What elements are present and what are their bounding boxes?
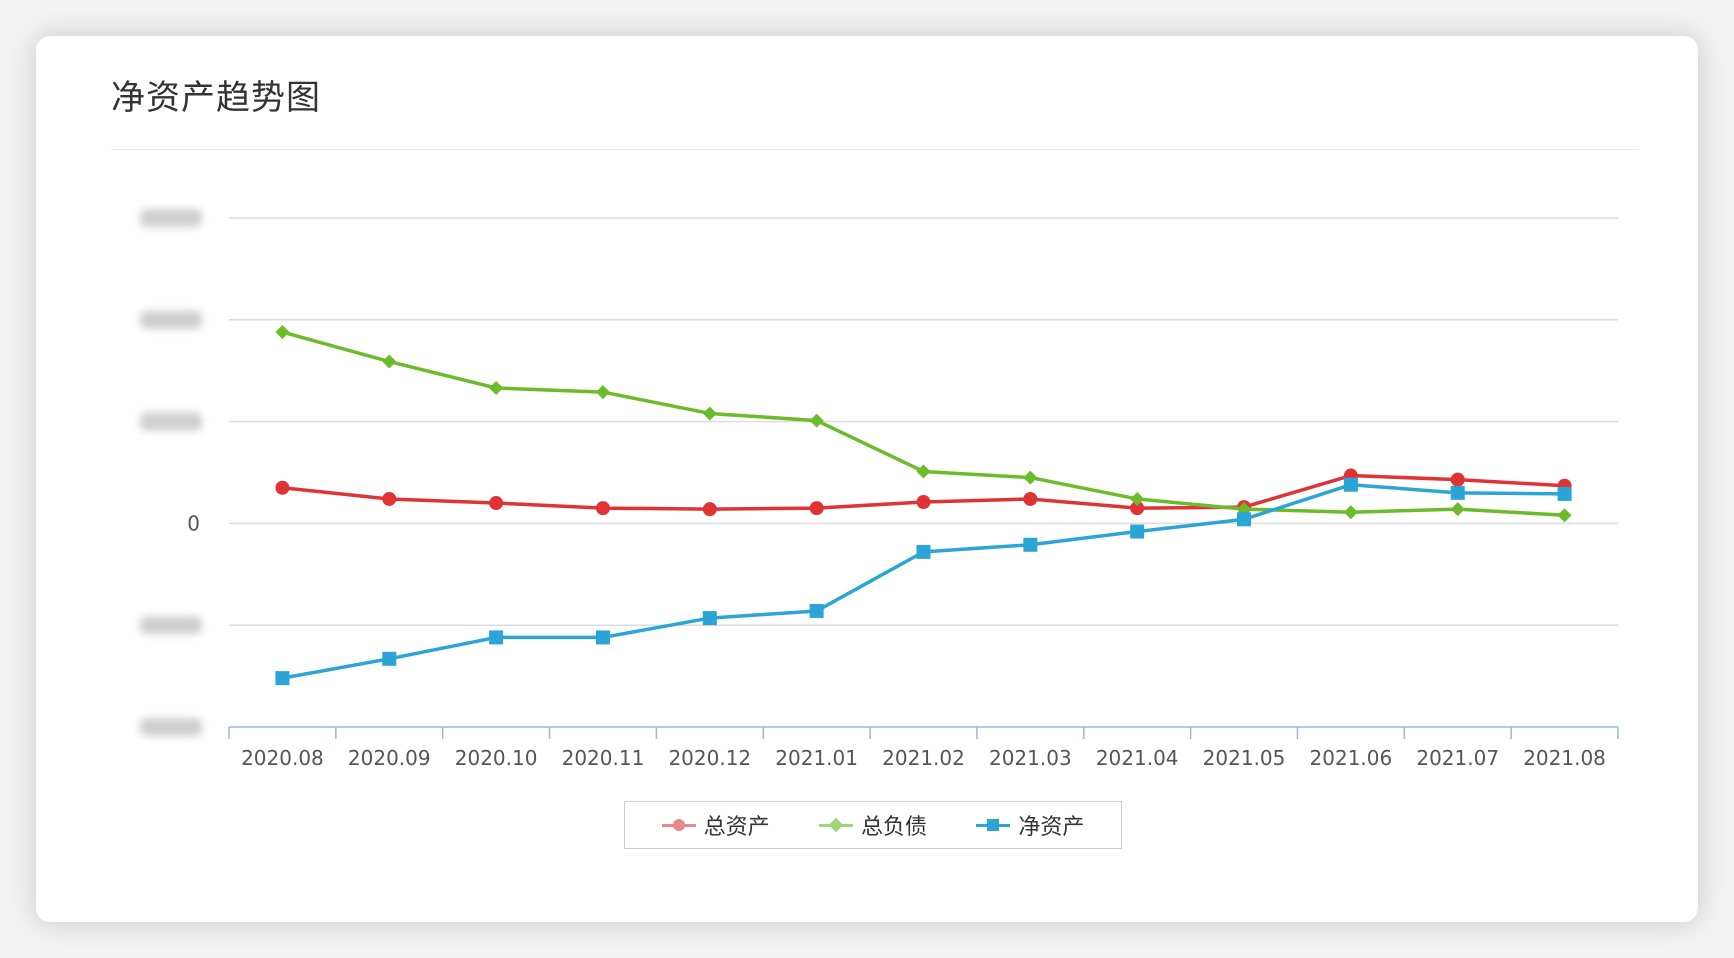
data-point[interactable] bbox=[595, 385, 610, 400]
data-point[interactable] bbox=[1023, 491, 1038, 506]
legend: 总资产 总负债 净资产 bbox=[624, 801, 1122, 849]
data-point[interactable] bbox=[275, 480, 290, 495]
x-tick-label: 2020.12 bbox=[668, 746, 751, 770]
data-point[interactable] bbox=[382, 354, 397, 369]
y-tick-label-obscured bbox=[140, 616, 202, 635]
legend-circle-icon bbox=[661, 817, 696, 833]
data-point[interactable] bbox=[702, 406, 717, 421]
chart-title: 净资产趋势图 bbox=[111, 78, 321, 118]
y-tick-label: 0 bbox=[187, 511, 200, 535]
data-point[interactable] bbox=[382, 491, 397, 506]
legend-label-total-liabilities: 总负债 bbox=[860, 815, 927, 840]
data-point[interactable] bbox=[1343, 477, 1358, 492]
series-total-assets bbox=[275, 468, 1572, 517]
x-tick-label: 2020.11 bbox=[562, 746, 645, 770]
y-tick-label-obscured bbox=[140, 412, 202, 431]
data-point[interactable] bbox=[489, 496, 504, 511]
data-point[interactable] bbox=[916, 495, 931, 510]
data-point[interactable] bbox=[595, 630, 610, 645]
x-tick-label: 2021.08 bbox=[1523, 746, 1606, 770]
y-tick-label-obscured bbox=[140, 310, 202, 329]
data-point[interactable] bbox=[702, 611, 717, 626]
data-point[interactable] bbox=[1450, 472, 1465, 487]
data-point[interactable] bbox=[1343, 505, 1358, 520]
data-point[interactable] bbox=[275, 671, 290, 686]
data-point[interactable] bbox=[809, 501, 824, 516]
x-axis: 2020.08 2020.09 2020.10 2020.11 2020.12 2021.… bbox=[228, 726, 1619, 770]
x-tick-label: 2020.09 bbox=[348, 746, 431, 770]
data-point[interactable] bbox=[1023, 537, 1038, 552]
x-tick-label: 2021.03 bbox=[989, 746, 1072, 770]
data-point[interactable] bbox=[1450, 502, 1465, 517]
data-point[interactable] bbox=[382, 651, 397, 666]
legend-item-total-liabilities[interactable]: 总负债 bbox=[818, 809, 927, 841]
series-net-assets bbox=[275, 477, 1572, 686]
x-tick-label: 2021.07 bbox=[1416, 746, 1499, 770]
x-tick-label: 2021.02 bbox=[882, 746, 965, 770]
data-point[interactable] bbox=[916, 544, 931, 559]
series-line bbox=[282, 482, 1565, 680]
legend-item-net-assets[interactable]: 净资产 bbox=[976, 809, 1084, 841]
data-point[interactable] bbox=[809, 413, 824, 428]
data-point[interactable] bbox=[489, 381, 504, 396]
data-point[interactable] bbox=[1130, 491, 1145, 506]
legend-label-total-assets: 总资产 bbox=[703, 815, 770, 840]
data-point[interactable] bbox=[1237, 512, 1252, 527]
data-point[interactable] bbox=[1130, 501, 1145, 516]
data-point[interactable] bbox=[702, 502, 717, 517]
data-point[interactable] bbox=[809, 603, 824, 618]
data-point[interactable] bbox=[595, 501, 610, 516]
series-total-liabilities bbox=[275, 325, 1572, 523]
legend-item-total-assets[interactable]: 总资产 bbox=[661, 809, 770, 841]
x-tick-label: 2021.06 bbox=[1310, 746, 1393, 770]
data-point[interactable] bbox=[1557, 486, 1572, 501]
data-point[interactable] bbox=[275, 325, 290, 340]
legend-label-net-assets: 净资产 bbox=[1018, 815, 1085, 840]
legend-diamond-icon bbox=[818, 817, 853, 833]
data-point[interactable] bbox=[489, 630, 504, 645]
legend-square-icon bbox=[976, 817, 1011, 833]
x-tick-label: 2021.05 bbox=[1203, 746, 1286, 770]
data-point[interactable] bbox=[1023, 470, 1038, 485]
x-tick-label: 2020.10 bbox=[455, 746, 538, 770]
y-tick-label-obscured bbox=[140, 718, 202, 736]
data-point[interactable] bbox=[1450, 485, 1465, 500]
title-divider bbox=[111, 149, 1639, 150]
data-point[interactable] bbox=[916, 464, 931, 479]
x-tick-label: 2020.08 bbox=[241, 746, 324, 770]
x-tick-label: 2021.01 bbox=[775, 746, 858, 770]
series-layer bbox=[275, 325, 1572, 686]
grid-lines: 0 bbox=[140, 209, 1618, 736]
y-tick-label-obscured bbox=[140, 209, 202, 227]
data-point[interactable] bbox=[1557, 508, 1572, 523]
data-point[interactable] bbox=[1130, 524, 1145, 539]
x-tick-label: 2021.04 bbox=[1096, 746, 1179, 770]
